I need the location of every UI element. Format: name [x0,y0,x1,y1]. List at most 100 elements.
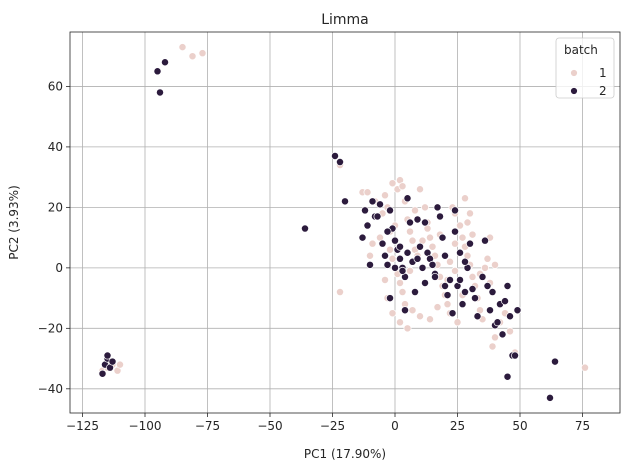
legend-label-batch-2: 2 [599,84,607,98]
point-batch-2 [431,272,439,281]
point-batch-1 [428,242,437,251]
point-batch-1 [456,221,464,230]
point-batch-2 [331,152,339,160]
point-batch-1 [388,254,397,263]
point-batch-2 [381,251,389,260]
point-batch-1 [491,260,499,269]
point-batch-2 [403,194,412,203]
point-batch-2 [301,224,309,233]
x-tick-label: 0 [391,419,399,433]
point-batch-1 [468,230,477,239]
point-batch-2 [481,236,489,245]
plot-frame [69,31,621,414]
point-batch-2 [376,200,384,209]
point-batch-2 [471,294,479,303]
point-batch-2 [441,282,449,290]
point-batch-2 [458,300,467,309]
legend-label-batch-1: 1 [599,66,607,80]
x-ticks: −125 −100 −75 −50 −25 0 25 50 75 [66,413,590,433]
point-batch-1 [426,315,434,324]
point-batch-2 [421,218,429,227]
x-tick-label: −25 [320,419,345,433]
point-batch-1 [466,209,474,218]
x-tick-label: −75 [195,419,220,433]
point-batch-2 [421,279,429,287]
point-batch-2 [473,312,482,321]
x-tick-label: −50 [257,419,282,433]
y-tick-label: 60 [48,79,63,93]
point-batch-1 [336,288,344,296]
point-batch-1 [116,360,124,369]
y-ticks: −40 −20 0 20 40 60 [38,79,70,396]
point-batch-1 [381,191,389,200]
point-batch-2 [551,357,559,366]
point-batch-1 [451,266,459,275]
point-batch-1 [408,236,417,245]
point-batch-2 [438,233,447,242]
legend-marker-batch-2 [570,87,578,95]
point-batch-1 [421,203,429,212]
point-batch-1 [178,43,187,52]
point-batch-1 [396,318,404,327]
point-batch-1 [198,49,207,58]
point-batch-2 [336,158,344,166]
point-batch-1 [416,312,424,321]
point-batch-2 [443,291,452,300]
point-batch-2 [501,297,509,306]
point-batch-2 [411,288,419,296]
point-batch-1 [446,257,454,266]
y-tick-label: −20 [38,321,63,335]
point-batch-1 [483,254,492,263]
point-batch-2 [386,206,394,215]
y-axis-label: PC2 (3.93%) [7,185,21,260]
point-batch-2 [161,58,169,67]
point-batch-2 [433,203,442,212]
point-batch-1 [411,206,419,215]
x-axis-label: PC1 (17.90%) [304,447,386,461]
point-batch-2 [503,282,512,290]
legend-marker-batch-1 [570,69,578,77]
point-batch-1 [398,288,407,296]
point-batch-2 [361,206,369,215]
point-batch-2 [506,312,514,321]
point-batch-1 [458,233,467,242]
legend-title: batch [564,43,598,57]
point-batch-1 [403,324,412,333]
x-tick-label: 50 [512,419,527,433]
point-batch-1 [451,239,459,248]
point-batch-1 [368,239,377,248]
point-batch-1 [461,194,469,203]
point-batch-2 [466,239,474,248]
point-batch-2 [451,227,459,236]
point-batch-2 [461,257,469,266]
point-batch-2 [546,393,554,402]
point-batch-2 [373,212,382,221]
point-batch-1 [388,309,397,318]
point-batch-1 [408,306,417,315]
point-batch-2 [396,254,404,263]
point-batch-2 [413,254,422,263]
point-batch-2 [503,372,512,381]
point-batch-2 [456,248,464,257]
x-tick-label: −125 [66,419,99,433]
point-batch-1 [396,279,404,287]
point-batch-2 [406,218,414,227]
point-batch-2 [398,266,407,275]
point-batch-2 [383,227,392,236]
point-batch-2 [493,318,502,327]
x-tick-label: 75 [575,419,590,433]
point-batch-2 [488,288,497,296]
point-batch-1 [386,245,394,254]
point-batch-2 [368,197,377,206]
point-batch-2 [428,260,437,269]
point-batch-1 [398,182,407,191]
point-batch-2 [153,67,162,76]
point-batch-2 [451,206,459,215]
point-batch-1 [443,300,452,309]
point-batch-2 [108,357,117,366]
point-batch-2 [386,294,394,303]
point-batch-1 [453,318,462,327]
point-batch-2 [456,276,464,284]
point-batch-2 [383,260,392,269]
point-batch-2 [156,88,164,97]
